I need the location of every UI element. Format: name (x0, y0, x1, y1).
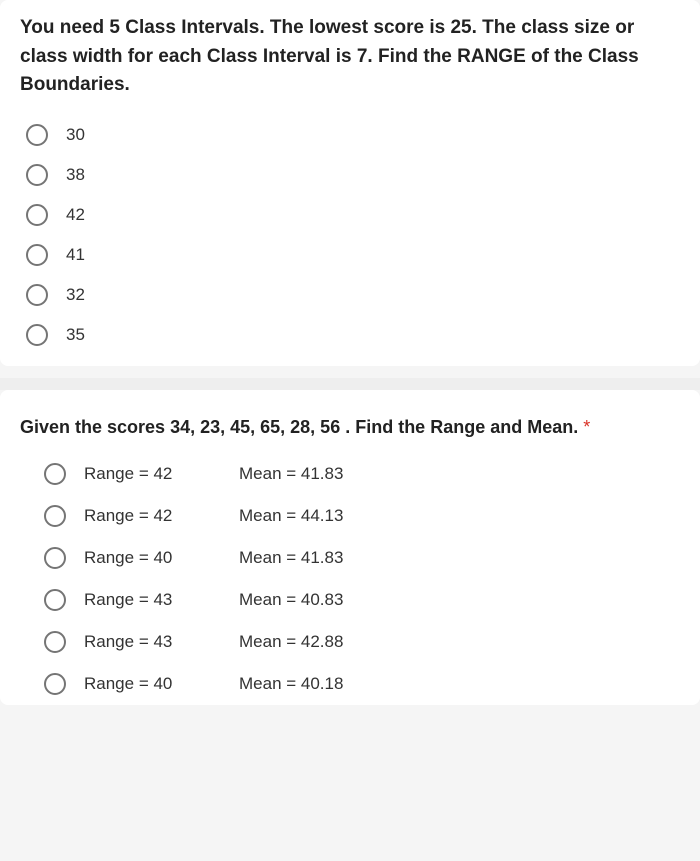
radio-circle-icon (26, 284, 48, 306)
range-text: Range = 40 (84, 674, 239, 694)
radio-option[interactable]: Range = 40 Mean = 40.18 (44, 673, 680, 695)
mean-text: Mean = 41.83 (239, 548, 343, 568)
radio-option[interactable]: Range = 42 Mean = 41.83 (44, 463, 680, 485)
radio-option[interactable]: 32 (26, 284, 680, 306)
question-text-1: You need 5 Class Intervals. The lowest s… (20, 14, 680, 100)
option-label: 32 (66, 285, 85, 305)
radio-option[interactable]: 30 (26, 124, 680, 146)
radio-option[interactable]: 35 (26, 324, 680, 346)
radio-option[interactable]: 42 (26, 204, 680, 226)
option-label: Range = 42 Mean = 41.83 (84, 464, 343, 484)
range-text: Range = 43 (84, 632, 239, 652)
option-label: 38 (66, 165, 85, 185)
radio-circle-icon (44, 589, 66, 611)
radio-option[interactable]: 38 (26, 164, 680, 186)
radio-circle-icon (44, 631, 66, 653)
radio-option[interactable]: Range = 42 Mean = 44.13 (44, 505, 680, 527)
option-label: Range = 43 Mean = 40.83 (84, 590, 343, 610)
question-block-2: Given the scores 34, 23, 45, 65, 28, 56 … (0, 390, 700, 705)
radio-option[interactable]: 41 (26, 244, 680, 266)
radio-circle-icon (44, 505, 66, 527)
options-list-2: Range = 42 Mean = 41.83 Range = 42 Mean … (20, 463, 680, 695)
divider (0, 378, 700, 390)
radio-circle-icon (26, 244, 48, 266)
option-label: Range = 40 Mean = 41.83 (84, 548, 343, 568)
option-label: Range = 42 Mean = 44.13 (84, 506, 343, 526)
radio-circle-icon (26, 324, 48, 346)
mean-text: Mean = 40.18 (239, 674, 343, 694)
mean-text: Mean = 44.13 (239, 506, 343, 526)
range-text: Range = 43 (84, 590, 239, 610)
radio-circle-icon (26, 204, 48, 226)
question-text-2: Given the scores 34, 23, 45, 65, 28, 56 … (20, 414, 680, 441)
option-label: 42 (66, 205, 85, 225)
mean-text: Mean = 42.88 (239, 632, 343, 652)
options-list-1: 30 38 42 41 32 35 (20, 124, 680, 346)
option-label: Range = 43 Mean = 42.88 (84, 632, 343, 652)
radio-option[interactable]: Range = 43 Mean = 40.83 (44, 589, 680, 611)
radio-circle-icon (26, 124, 48, 146)
required-marker: * (583, 417, 590, 437)
option-label: 35 (66, 325, 85, 345)
mean-text: Mean = 41.83 (239, 464, 343, 484)
radio-option[interactable]: Range = 40 Mean = 41.83 (44, 547, 680, 569)
radio-circle-icon (44, 547, 66, 569)
option-label: 30 (66, 125, 85, 145)
radio-circle-icon (44, 463, 66, 485)
mean-text: Mean = 40.83 (239, 590, 343, 610)
range-text: Range = 42 (84, 464, 239, 484)
option-label: Range = 40 Mean = 40.18 (84, 674, 343, 694)
range-text: Range = 40 (84, 548, 239, 568)
question-block-1: You need 5 Class Intervals. The lowest s… (0, 0, 700, 366)
option-label: 41 (66, 245, 85, 265)
range-text: Range = 42 (84, 506, 239, 526)
radio-option[interactable]: Range = 43 Mean = 42.88 (44, 631, 680, 653)
radio-circle-icon (44, 673, 66, 695)
radio-circle-icon (26, 164, 48, 186)
question-text-content: Given the scores 34, 23, 45, 65, 28, 56 … (20, 417, 578, 437)
